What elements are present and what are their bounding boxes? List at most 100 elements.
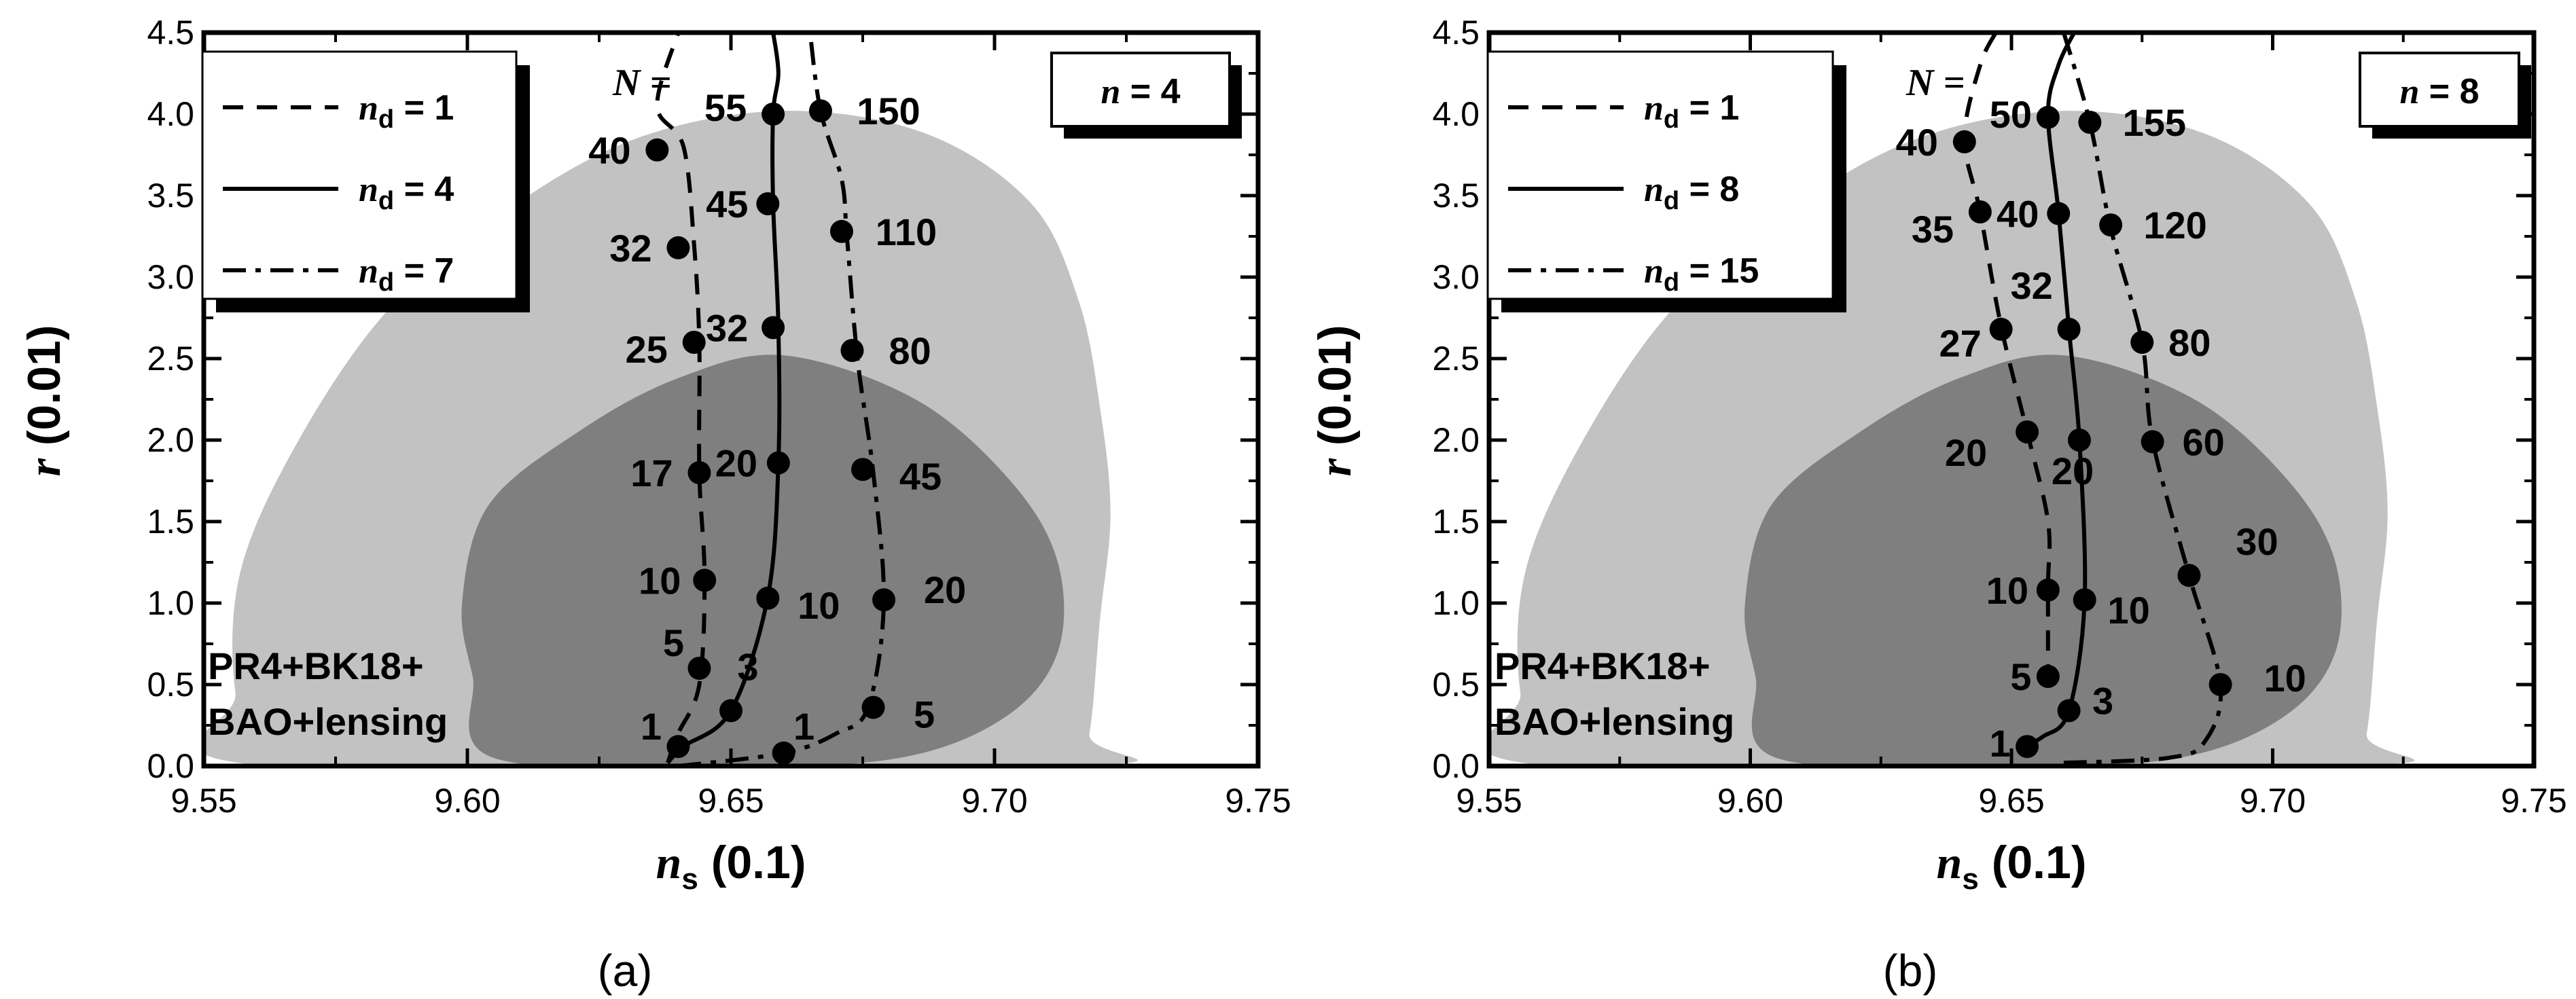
x-tick-label: 9.65 (1978, 782, 2044, 820)
n-value-label: n = 8 (2399, 72, 2479, 111)
data-point (2078, 111, 2102, 134)
y-tick-label: 4.0 (147, 95, 194, 133)
point-label: 20 (1945, 431, 1987, 474)
y-tick-label: 3.0 (147, 258, 194, 296)
data-point (2057, 317, 2081, 341)
data-point (762, 316, 785, 340)
y-tick-label: 1.0 (1432, 584, 1480, 622)
y-tick-label: 1.5 (1432, 503, 1480, 541)
x-tick-label: 9.70 (2240, 782, 2306, 820)
data-point (1968, 200, 1992, 223)
point-label: 17 (630, 452, 673, 494)
point-label: 1 (793, 705, 815, 748)
dataset-label: PR4+BK18+ (1495, 644, 1711, 687)
data-point (645, 138, 669, 162)
x-tick-label: 9.60 (434, 782, 500, 820)
y-tick-label: 2.0 (147, 421, 194, 459)
legend-label: nd = 4 (359, 170, 454, 215)
series-line-dashdot (2062, 33, 2223, 765)
y-tick-label: 3.5 (147, 177, 194, 215)
data-point (2208, 673, 2232, 696)
legend-box (1486, 50, 1834, 300)
x-tick-label: 9.75 (1225, 782, 1291, 820)
point-label: 32 (706, 306, 748, 349)
panel-b: 5 10 20 27 35 40 1 3 10 20 32 40 50 10 30 60 80 120 155 9.5… (1309, 14, 2567, 996)
data-point (2130, 331, 2154, 354)
x-tick-label: 9.75 (2501, 782, 2566, 820)
point-label: 27 (1939, 322, 1981, 365)
point-label: 40 (1997, 192, 2039, 235)
y-tick-label: 1.5 (147, 503, 194, 541)
N-label: N = (612, 62, 671, 104)
data-point (756, 192, 780, 215)
point-label: 1 (1989, 722, 2010, 765)
data-point (719, 699, 743, 723)
point-label: 20 (715, 442, 757, 485)
data-point (772, 741, 795, 765)
x-tick-label: 9.70 (961, 782, 1027, 820)
point-label: 10 (2108, 589, 2150, 632)
point-label: 50 (1990, 93, 2032, 136)
data-point (2177, 564, 2201, 587)
data-point (808, 99, 832, 123)
data-point (693, 568, 717, 592)
data-point (829, 219, 853, 243)
point-label: 10 (1986, 569, 2028, 612)
y-tick-label: 0.5 (147, 666, 194, 704)
point-label: 3 (737, 645, 758, 688)
legend-label: nd = 1 (1644, 88, 1739, 134)
point-label: 3 (2092, 679, 2113, 722)
point-label: 120 (2143, 204, 2206, 247)
n-box (2359, 52, 2520, 128)
point-label: 45 (899, 455, 942, 498)
y-tick-label: 4.0 (1432, 95, 1480, 133)
point-label: 40 (588, 129, 630, 172)
x-tick-label: 9.60 (1717, 782, 1783, 820)
point-label: 32 (2010, 264, 2052, 307)
x-axis-title: ns (0.1) (656, 837, 806, 896)
y-tick-label: 4.5 (1432, 14, 1480, 52)
data-point (766, 451, 790, 475)
x-tick-label: 9.55 (1456, 782, 1522, 820)
y-tick-label: 2.5 (147, 340, 194, 378)
point-label: 40 (1896, 121, 1938, 164)
y-tick-label: 0.5 (1432, 666, 1480, 704)
data-point (2036, 578, 2060, 602)
x-tick-label: 9.55 (171, 782, 236, 820)
y-tick-label: 0.0 (1432, 747, 1480, 785)
legend-label: nd = 1 (359, 88, 454, 134)
point-label: 110 (876, 211, 937, 253)
dataset-label: BAO+lensing (208, 700, 448, 743)
point-label: 32 (609, 227, 651, 270)
data-point (2016, 735, 2039, 759)
data-point (666, 735, 690, 759)
point-label: 80 (2168, 321, 2211, 364)
point-label: 30 (2236, 520, 2278, 563)
y-axis-title: r (0.01) (1309, 325, 1361, 477)
data-point (666, 236, 690, 259)
data-point (762, 103, 785, 126)
data-point (687, 657, 711, 680)
x-axis-title: ns (0.1) (1936, 837, 2086, 896)
point-label: 20 (2052, 450, 2094, 492)
y-tick-label: 3.5 (1432, 177, 1480, 215)
y-tick-label: 2.5 (1432, 340, 1480, 378)
region-68-percent (461, 355, 1065, 766)
point-label: 5 (663, 621, 684, 664)
data-point (756, 586, 780, 610)
panel-caption: (a) (598, 945, 653, 996)
y-tick-label: 4.5 (147, 14, 194, 52)
data-point (2047, 202, 2071, 225)
data-point (872, 588, 896, 612)
legend-label: nd = 7 (359, 251, 454, 297)
data-point (2141, 430, 2164, 454)
data-point (2016, 420, 2039, 443)
legend-box (201, 50, 518, 300)
region-68-percent (1745, 355, 2342, 766)
y-tick-label: 3.0 (1432, 258, 1480, 296)
point-label: 55 (704, 86, 747, 129)
data-point (851, 458, 874, 482)
point-label: 5 (2010, 655, 2031, 698)
y-tick-label: 2.0 (1432, 421, 1480, 459)
